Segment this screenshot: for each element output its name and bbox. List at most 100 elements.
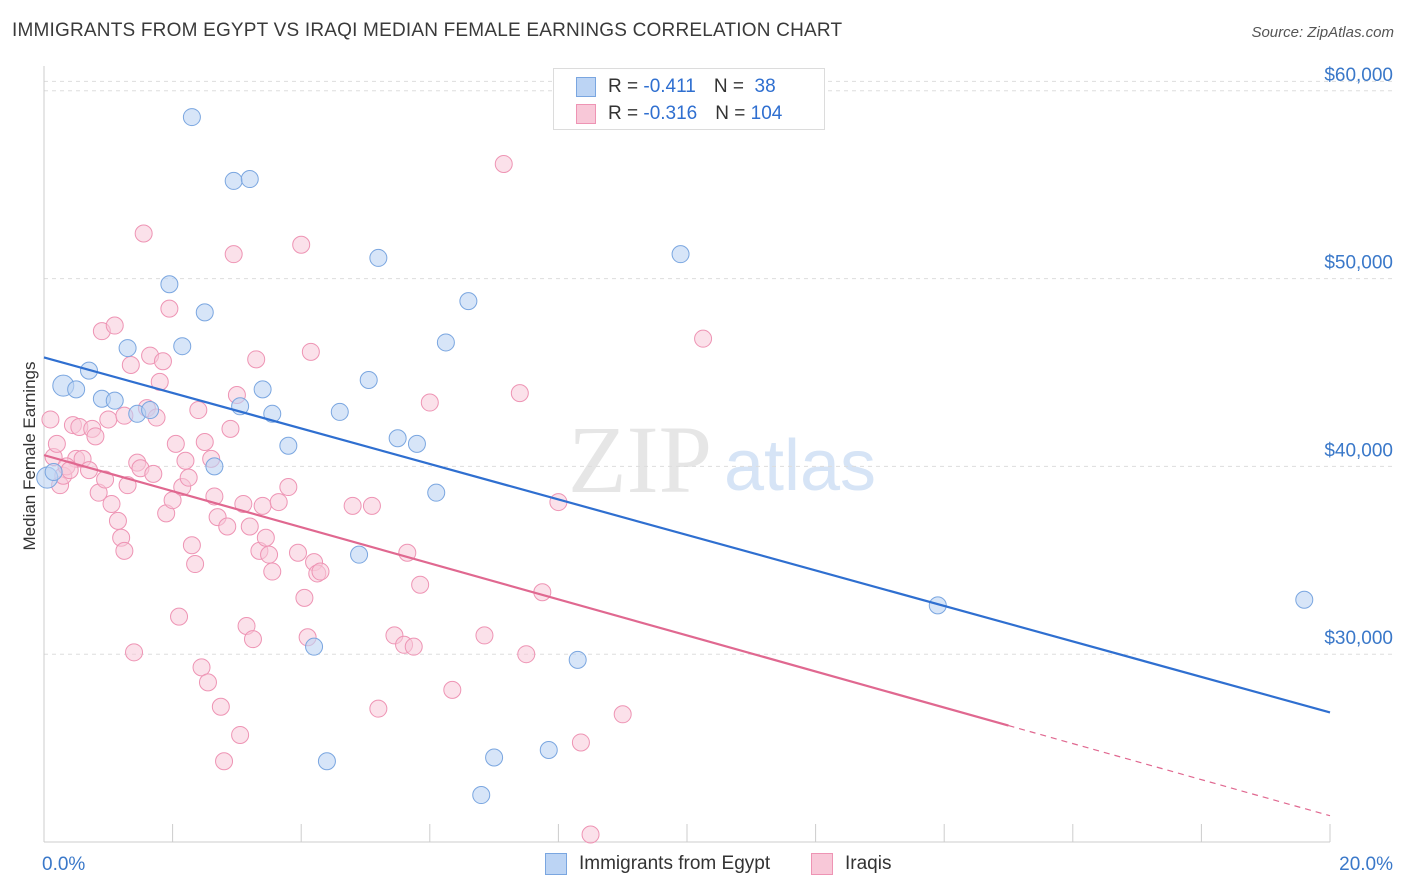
- iraqis-point: [134, 224, 153, 243]
- iraqis-point: [115, 541, 134, 560]
- iraqis-point: [189, 401, 208, 420]
- iraqis-point: [192, 658, 211, 677]
- egypt-point: [472, 786, 491, 805]
- egypt-point: [118, 339, 137, 358]
- iraqis-point: [105, 316, 124, 335]
- iraqis-point: [47, 434, 66, 453]
- egypt-point: [388, 429, 407, 448]
- iraqis-point: [420, 393, 439, 412]
- iraqis-point: [295, 588, 314, 607]
- egypt-point: [253, 380, 272, 399]
- egypt-point: [224, 171, 243, 190]
- iraqis-point: [301, 342, 320, 361]
- egypt-point: [350, 545, 369, 564]
- egypt-point: [485, 748, 504, 767]
- egypt-point: [240, 170, 259, 189]
- iraqis-point: [102, 494, 121, 513]
- y-tick-label: $60,000: [1324, 65, 1393, 86]
- iraqis-trend-extension: [1008, 724, 1331, 817]
- iraqis-point: [160, 299, 179, 318]
- bottom-legend-iraq: Iraqis: [811, 850, 891, 878]
- egypt-point: [1295, 590, 1314, 609]
- egypt-point: [173, 337, 192, 356]
- x-tick-label: 0.0%: [42, 854, 85, 875]
- iraqis-point: [96, 470, 115, 489]
- iraqis-point: [269, 493, 288, 512]
- iraqis-point: [404, 637, 423, 656]
- egypt-point: [279, 436, 298, 455]
- iraq-legend-swatch: [811, 853, 833, 875]
- iraqis-point: [221, 419, 240, 438]
- iraqis-point: [231, 725, 250, 744]
- grid-layer: [44, 80, 1394, 655]
- iraqis-point: [311, 562, 330, 581]
- iraqis-point: [362, 496, 381, 515]
- iraqis-point: [108, 511, 127, 530]
- iraqis-point: [253, 496, 272, 515]
- egypt-point: [305, 637, 324, 656]
- iraqis-point: [125, 643, 144, 662]
- iraqis-point: [121, 355, 140, 374]
- iraqis-point: [240, 517, 259, 536]
- watermark-zip: ZIP: [568, 406, 712, 513]
- y-tick-label: $40,000: [1324, 440, 1393, 461]
- egypt-point: [67, 380, 86, 399]
- iraqis-point: [292, 235, 311, 254]
- iraqis-point: [581, 825, 600, 844]
- legend-n-value: 104: [750, 103, 783, 124]
- y-tick-label: $50,000: [1324, 253, 1393, 274]
- iraqis-point: [198, 673, 217, 692]
- iraqis-point: [279, 478, 298, 497]
- iraqis-point: [288, 543, 307, 562]
- iraqis-point: [263, 562, 282, 581]
- iraqis-point: [218, 517, 237, 536]
- iraq-legend-label: Iraqis: [845, 853, 892, 874]
- egypt-point: [330, 402, 349, 421]
- axis-layer: $30,000 $40,000 $50,000 $60,000 0.0% 20.0%: [42, 65, 1393, 875]
- egypt-point: [436, 333, 455, 352]
- y-axis-label: Median Female Earnings: [20, 361, 39, 551]
- iraqis-point: [166, 434, 185, 453]
- egypt-point: [195, 303, 214, 322]
- iraqis-point: [494, 155, 513, 174]
- iraqis-point: [153, 352, 172, 371]
- iraqis-point: [260, 545, 279, 564]
- iraqis-point: [247, 350, 266, 369]
- iraqis-point: [99, 410, 118, 429]
- iraq-swatch: [576, 104, 596, 124]
- legend-r-label: R =: [608, 76, 644, 97]
- egypt-point: [105, 391, 124, 410]
- iraqis-point: [86, 427, 105, 446]
- iraqis-point: [369, 699, 388, 718]
- iraqis-point: [256, 528, 275, 547]
- x-tick-label: 20.0%: [1339, 854, 1393, 875]
- egypt-point: [539, 740, 558, 759]
- iraqis-point: [411, 575, 430, 594]
- iraqis-point: [176, 451, 195, 470]
- egypt-point: [671, 245, 690, 264]
- iraqis-point: [517, 645, 536, 664]
- iraqis-point: [571, 733, 590, 752]
- iraqis-point: [234, 494, 253, 513]
- egypt-point: [568, 650, 587, 669]
- egypt-point: [141, 401, 160, 420]
- egypt-point: [182, 108, 201, 127]
- y-tick-label: $30,000: [1324, 628, 1393, 649]
- legend-n-label: N =: [713, 76, 750, 97]
- egypt-point: [359, 371, 378, 389]
- egypt-point: [263, 404, 282, 423]
- legend-r-value: -0.411: [643, 76, 696, 97]
- legend-n-label: N =: [715, 103, 751, 124]
- iraqis-point: [179, 468, 198, 487]
- iraqis-point: [186, 555, 205, 574]
- egypt-legend-swatch: [545, 853, 567, 875]
- egypt-point: [369, 248, 388, 267]
- iraqis-point: [224, 245, 243, 264]
- legend-row-iraq: R = -0.316 N = 104: [576, 101, 782, 127]
- iraqis-point: [41, 410, 60, 429]
- bottom-legend-egypt: Immigrants from Egypt: [545, 850, 770, 878]
- egypt-trend-line: [43, 356, 1331, 714]
- iraqis-point: [475, 626, 494, 645]
- egypt-swatch: [576, 77, 596, 97]
